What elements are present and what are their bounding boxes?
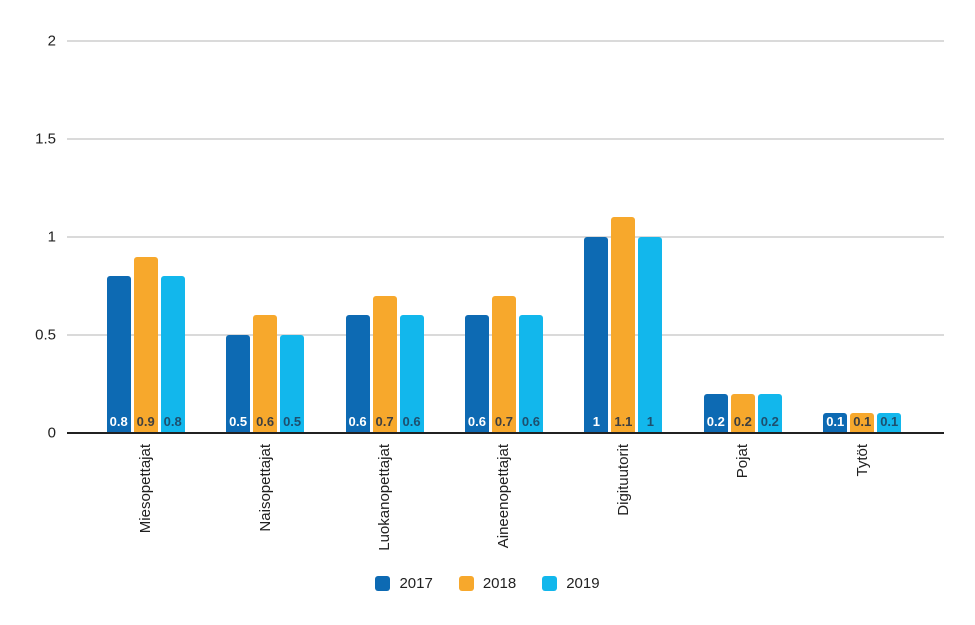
bar-value-label: 0.2 [733,414,752,429]
x-category-label: Tytöt [853,444,871,477]
gridline [67,138,944,140]
y-tick-label: 0.5 [35,326,56,344]
x-label-cell: Tytöt [803,444,922,559]
bar-value-label: 0.9 [136,414,155,429]
x-category-label: Digituutorit [614,444,632,516]
bar-2019: 0.6 [518,315,543,433]
bar-2017: 0.2 [703,394,728,433]
x-label-cell: Digituutorit [564,444,683,559]
bar-2019: 0.8 [160,276,185,433]
bar-group: 0.6 0.7 0.6 [325,41,444,433]
bar-2018: 1.1 [611,217,636,433]
x-label-cell: Pojat [683,444,802,559]
bar-value-label: 1 [646,414,654,429]
x-axis-line [67,432,944,434]
bar-value-label: 0.6 [348,414,367,429]
bar-group: 0.5 0.6 0.5 [205,41,324,433]
bar-value-label: 0.6 [467,414,486,429]
x-axis-labels: Miesopettajat Naisopettajat Luokanopettaja… [86,444,922,559]
bar-value-label: 0.2 [706,414,725,429]
y-tick-label: 0 [47,424,56,442]
bar-value-label: 0.8 [109,414,128,429]
x-label-cell: Miesopettajat [86,444,205,559]
bar-2019: 0.1 [877,413,902,433]
bar-value-label: 0.6 [521,414,540,429]
chart-legend: 2017 2018 2019 [0,568,975,598]
bar-value-label: 0.7 [494,414,513,429]
x-category-label: Aineenopettajat [495,444,513,549]
bar-value-label: 0.1 [880,414,899,429]
bar-2017: 0.5 [226,335,251,433]
x-label-cell: Luokanopettajat [325,444,444,559]
bar-value-label: 0.1 [853,414,872,429]
x-label-cell: Aineenopettajat [444,444,563,559]
legend-item-2018: 2018 [458,574,517,592]
gridline [67,40,944,42]
bar-groups: 0.8 0.9 0.8 0.5 0.6 0.5 0.6 0.7 0.6 0.6 0.7 0.6 1 1.1… [86,41,922,433]
legend-swatch [542,575,558,591]
bar-2017: 0.6 [345,315,370,433]
bar-group: 0.8 0.9 0.8 [86,41,205,433]
bar-2017: 0.1 [823,413,848,433]
bar-value-label: 1.1 [614,414,633,429]
legend-label: 2017 [399,574,433,592]
bar-2018: 0.6 [253,315,278,433]
bar-2019: 0.5 [280,335,305,433]
bar-value-label: 0.5 [229,414,248,429]
bar-value-label: 0.6 [402,414,421,429]
y-axis-labels: 0 0.5 1 1.5 2 [0,33,56,442]
bar-value-label: 0.6 [256,414,275,429]
bar-2018: 0.2 [730,394,755,433]
bar-2018: 0.7 [491,296,516,433]
legend-swatch [375,575,391,591]
legend-item-2019: 2019 [542,574,600,592]
bar-2019: 0.6 [399,315,424,433]
x-category-label: Miesopettajat [137,444,155,534]
bar-group: 1 1.1 1 [564,41,683,433]
bar-group: 0.1 0.1 0.1 [803,41,922,433]
bar-2019: 1 [638,237,663,433]
bar-value-label: 0.2 [760,414,779,429]
y-tick-label: 1 [47,228,56,246]
y-tick-label: 1.5 [35,130,56,148]
plot-area: 0.8 0.9 0.8 0.5 0.6 0.5 0.6 0.7 0.6 0.6 0.7 0.6 1 1.1… [67,40,944,434]
x-category-label: Naisopettajat [256,444,274,532]
bar-value-label: 0.1 [826,414,845,429]
bar-value-label: 0.8 [163,414,182,429]
legend-item-2017: 2017 [375,574,433,592]
bar-value-label: 0.5 [283,414,302,429]
bar-value-label: 0.7 [375,414,394,429]
bar-2018: 0.9 [133,257,158,433]
y-tick-label: 2 [47,32,56,50]
legend-label: 2019 [566,574,600,592]
bar-value-label: 1 [592,414,600,429]
bar-2018: 0.7 [372,296,397,433]
bar-2017: 0.6 [464,315,489,433]
x-label-cell: Naisopettajat [205,444,324,559]
bar-group: 0.6 0.7 0.6 [444,41,563,433]
legend-swatch [458,575,474,591]
x-category-label: Luokanopettajat [376,444,394,551]
x-category-label: Pojat [734,444,752,479]
bar-2017: 1 [584,237,609,433]
bar-group: 0.2 0.2 0.2 [683,41,802,433]
bar-2019: 0.2 [757,394,782,433]
legend-label: 2018 [482,574,517,592]
bar-2018: 0.1 [850,413,875,433]
gridline [67,236,944,238]
bar-2017: 0.8 [106,276,131,433]
